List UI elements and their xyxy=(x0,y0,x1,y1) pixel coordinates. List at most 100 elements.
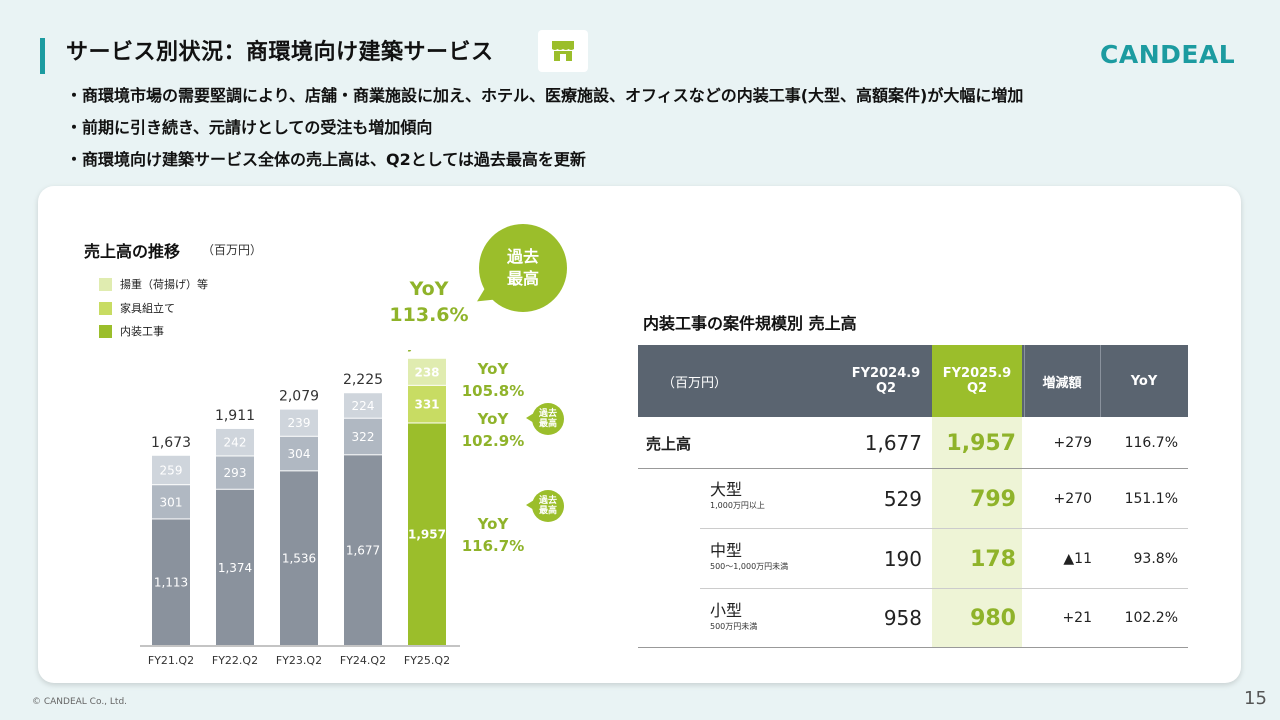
bar-segment xyxy=(152,519,190,645)
record-high-bubble: 過去 最高 xyxy=(479,224,567,312)
cell-change: +21 xyxy=(1062,610,1092,626)
bar-segment xyxy=(408,423,446,645)
bar-value-label: 1,677 xyxy=(346,544,380,558)
cell-fy24: 190 xyxy=(883,547,922,571)
header-divider xyxy=(1100,345,1101,417)
yoy-furniture-value: 102.9% xyxy=(461,432,525,450)
bar-value-label: 293 xyxy=(224,466,247,480)
bullet-item: ・商環境市場の需要堅調により、店舗・商業施設に加え、ホテル、医療施設、オフィスな… xyxy=(66,86,1024,105)
bar-value-label: 259 xyxy=(160,464,183,478)
badge-line: 最高 xyxy=(538,419,557,429)
bar-total-label: 2,527 xyxy=(391,350,464,354)
yoy-lifting: YoY 105.8% xyxy=(458,358,528,402)
row-label-large: 大型 1,000万円以上 xyxy=(710,480,765,511)
legend-swatch xyxy=(99,301,112,315)
bar-value-label: 1,957 xyxy=(408,528,446,542)
bar-segment xyxy=(280,471,318,645)
cell-fy24: 958 xyxy=(883,606,922,630)
row-label: 小型 xyxy=(710,601,743,620)
badge-tail xyxy=(526,500,534,510)
summary-bullets: ・商環境市場の需要堅調により、店舗・商業施設に加え、ホテル、医療施設、オフィスな… xyxy=(66,84,1023,180)
legend-item-interior: 内装工事 xyxy=(99,323,164,339)
bar-segment xyxy=(344,418,382,455)
bar-value-label: 224 xyxy=(352,399,375,413)
cell-fy25: 178 xyxy=(970,546,1016,572)
record-high-badge: 過去 最高 xyxy=(532,490,564,522)
bar-value-label: 239 xyxy=(288,416,311,430)
bar-value-label: 1,113 xyxy=(154,576,188,590)
bar-segment xyxy=(408,358,446,385)
row-divider xyxy=(638,468,1188,469)
badge-line: 過去 xyxy=(538,496,557,506)
yoy-interior: YoY 116.7% xyxy=(458,513,528,557)
change-header: 増減額 xyxy=(1042,375,1082,391)
bar-segment xyxy=(408,385,446,423)
yoy-lifting-value: 105.8% xyxy=(461,382,525,400)
storefront-icon xyxy=(538,30,588,72)
bar-total-label: 2,225 xyxy=(343,372,383,388)
category-label: FY25.Q2 xyxy=(404,654,450,667)
bar-segment xyxy=(216,428,254,456)
yoy-interior-value: 116.7% xyxy=(461,537,525,555)
cell-fy25: 980 xyxy=(970,605,1016,631)
legend-label: 内装工事 xyxy=(120,325,164,338)
bar-value-label: 322 xyxy=(352,430,375,444)
bullet-item: ・前期に引き続き、元請けとしての受注も増加傾向 xyxy=(66,118,433,137)
row-label-small: 小型 500万円未満 xyxy=(710,601,757,632)
badge-tail xyxy=(526,413,534,423)
bar-total-label: 2,079 xyxy=(279,389,319,405)
unit-header: （百万円） xyxy=(662,375,728,391)
bar-segment xyxy=(152,455,190,485)
title-accent-bar xyxy=(40,38,45,74)
bullet-item: ・商環境向け建築サービス全体の売上高は、Q2としては過去最高を更新 xyxy=(66,150,586,169)
category-label: FY22.Q2 xyxy=(212,654,258,667)
page-number: 15 xyxy=(1244,688,1267,709)
stacked-bar-chart: 1,113 301 259 1,673 FY21.Q2 1,374 293 242 1,911 F… xyxy=(140,350,464,667)
cell-fy25: 1,957 xyxy=(946,430,1016,456)
yoy-furniture-label: YoY xyxy=(477,410,509,428)
row-sublabel: 1,000万円以上 xyxy=(710,501,765,510)
bar-value-label: 238 xyxy=(414,365,439,379)
bar-segment xyxy=(216,456,254,489)
bar-value-label: 304 xyxy=(288,447,311,461)
category-label: FY21.Q2 xyxy=(148,654,194,667)
yoy-total: YoY 113.6% xyxy=(380,276,478,328)
legend-item-furniture: 家具組立て xyxy=(99,300,175,316)
yoy-total-label: YoY xyxy=(409,278,449,300)
header-line: Q2 xyxy=(966,381,988,396)
bubble-line: 最高 xyxy=(506,269,539,288)
legend-swatch xyxy=(99,324,112,338)
bar-segment xyxy=(344,455,382,645)
row-sublabel: 500万円未満 xyxy=(710,622,758,631)
page-title: サービス別状況：商環境向け建築サービス xyxy=(66,40,494,65)
bar-segment xyxy=(280,436,318,471)
table-title: 内装工事の案件規模別 売上高 xyxy=(643,314,857,333)
cell-change: ▲11 xyxy=(1063,551,1092,567)
row-label-total: 売上高 xyxy=(646,434,692,453)
header-line: FY2025.9 xyxy=(942,366,1012,381)
cell-yoy: 116.7% xyxy=(1124,435,1178,451)
bar-value-label: 242 xyxy=(224,436,247,450)
row-sublabel: 500〜1,000万円未満 xyxy=(710,562,789,571)
bar-value-label: 1,536 xyxy=(282,552,316,566)
row-divider xyxy=(700,588,1188,589)
company-logo: CANDEAL xyxy=(1100,40,1236,69)
cell-yoy: 93.8% xyxy=(1133,551,1178,567)
chart-unit: （百万円） xyxy=(202,243,263,257)
cell-fy24: 1,677 xyxy=(864,431,922,455)
table-header-row xyxy=(638,345,1188,417)
yoy-lifting-label: YoY xyxy=(477,360,509,378)
row-label-medium: 中型 500〜1,000万円未満 xyxy=(710,541,788,572)
highlight-column xyxy=(932,417,1022,647)
record-high-badge: 過去 最高 xyxy=(532,403,564,435)
cell-fy25: 799 xyxy=(970,486,1016,512)
yoy-header: YoY xyxy=(1130,373,1158,389)
bar-segment xyxy=(216,489,254,645)
bar-value-label: 1,374 xyxy=(218,561,252,575)
category-label: FY23.Q2 xyxy=(276,654,322,667)
bar-total-label: 1,673 xyxy=(151,435,191,451)
cell-yoy: 102.2% xyxy=(1124,610,1178,626)
yoy-furniture: YoY 102.9% xyxy=(458,408,528,452)
chart-title: 売上高の推移 xyxy=(84,242,181,261)
badge-line: 過去 xyxy=(538,409,557,419)
